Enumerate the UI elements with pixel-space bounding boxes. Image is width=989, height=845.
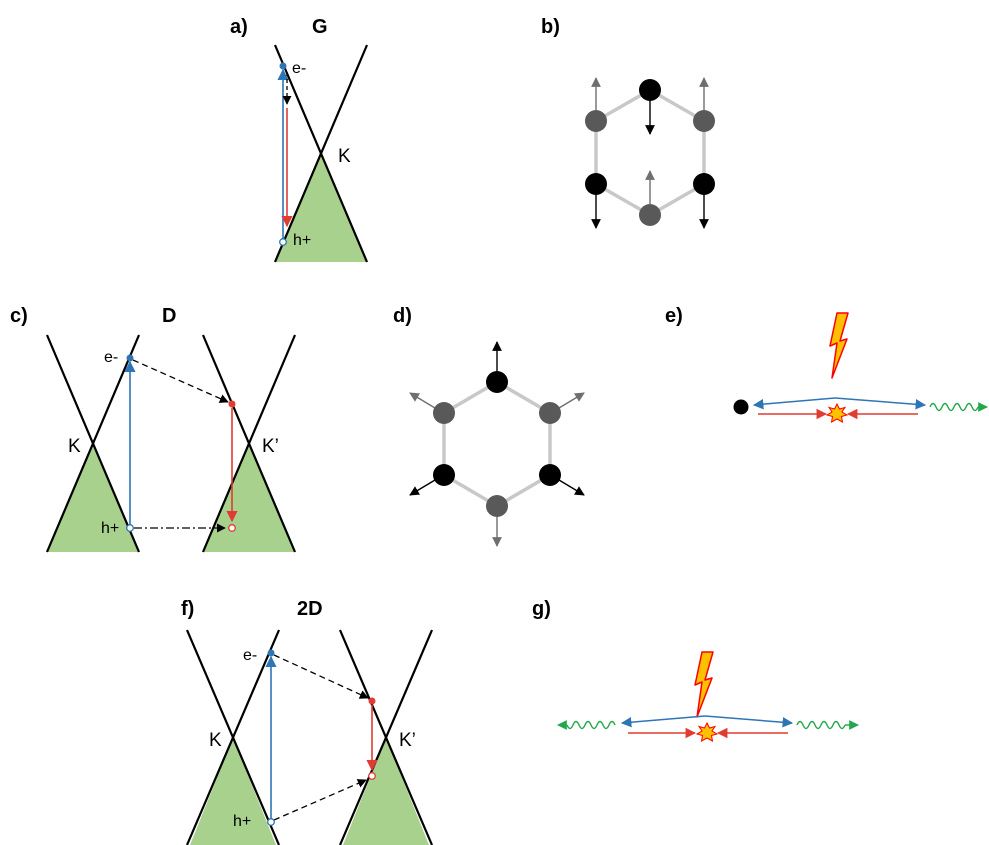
hole-dot — [279, 238, 287, 246]
panel-c: c) D K K’ e- h+ — [10, 305, 297, 553]
electron-label: e- — [243, 647, 257, 664]
phonon-wave-icon — [796, 720, 846, 730]
panel-c-label: c) — [10, 305, 28, 327]
carbon-atom — [693, 173, 715, 195]
phonon-wave-icon — [566, 720, 616, 730]
panel-a-label: a) — [230, 16, 248, 38]
k-point-label: K — [338, 146, 351, 167]
hole-label: h+ — [101, 520, 119, 537]
carbon-atom — [539, 402, 561, 424]
carbon-atom — [433, 402, 455, 424]
carbon-atom — [693, 110, 715, 132]
k-point-label: K’ — [262, 436, 279, 457]
panel-f-title: 2D — [297, 598, 323, 620]
carbon-atom — [585, 173, 607, 195]
carbon-atom — [486, 371, 508, 393]
electron-scatter-arrow — [704, 715, 794, 728]
lightning-bolt-icon — [694, 651, 714, 718]
panel-f: f) 2D K K’ e- h+ — [181, 598, 434, 845]
displacement-arrow — [558, 479, 585, 496]
panel-a: a) G K e- h+ — [230, 16, 369, 263]
electron-dot — [228, 400, 236, 408]
valence-cone — [47, 443, 139, 552]
burst-icon — [695, 721, 719, 742]
panel-b-label: b) — [541, 16, 560, 38]
phonon-wave-icon — [929, 402, 979, 412]
electron-scatter-arrow — [620, 715, 706, 728]
valence-cone — [275, 153, 367, 262]
carbon-atom — [486, 495, 508, 517]
panel-c-title: D — [162, 305, 176, 327]
electron-dot — [368, 697, 376, 705]
panel-d-label: d) — [393, 305, 412, 327]
panel-g-label: g) — [532, 598, 551, 620]
phonon-scatter-arrow — [132, 359, 229, 403]
carbon-atom — [539, 464, 561, 486]
panel-g: g) — [532, 598, 859, 742]
carbon-atom — [639, 79, 661, 101]
phonon-scatter-arrow — [273, 779, 367, 821]
k-point-label: K’ — [399, 730, 416, 751]
electron-label: e- — [104, 349, 118, 366]
defect-dot — [733, 399, 749, 415]
hole-label: h+ — [293, 232, 311, 249]
k-point-label: K — [68, 436, 81, 457]
displacement-arrow — [409, 479, 436, 496]
dirac-cone-line — [185, 629, 281, 845]
electron-scatter-arrow — [834, 397, 927, 410]
carbon-atom — [433, 464, 455, 486]
panel-e: e) — [665, 305, 988, 423]
hole-dot — [368, 772, 376, 780]
carbon-atom — [639, 204, 661, 226]
dirac-cone-line — [338, 629, 434, 845]
electron-scatter-arrow — [752, 397, 836, 410]
panel-a-title: G — [312, 16, 328, 38]
hole-label: h+ — [233, 813, 251, 830]
hole-dot — [267, 818, 275, 826]
panel-e-label: e) — [665, 305, 683, 327]
displacement-arrow — [558, 392, 585, 409]
valence-cone — [190, 738, 276, 845]
carbon-atom — [585, 110, 607, 132]
k-point-label: K — [209, 730, 222, 751]
burst-icon — [825, 402, 849, 423]
displacement-arrow — [409, 392, 436, 409]
electron-dot — [267, 649, 275, 657]
panel-b: b) — [541, 16, 715, 229]
panel-d: d) — [393, 305, 585, 547]
hexagon-bonds — [442, 379, 552, 509]
electron-dot — [279, 62, 287, 70]
valence-cone — [203, 443, 295, 552]
valence-cone — [343, 738, 429, 845]
phonon-scatter-arrow — [273, 654, 369, 699]
hole-dot — [126, 524, 134, 532]
dirac-cone-line — [201, 334, 297, 553]
lightning-bolt-icon — [829, 312, 849, 379]
panel-f-label: f) — [181, 598, 194, 620]
hole-dot — [228, 524, 236, 532]
dirac-cone-line — [45, 334, 141, 553]
electron-label: e- — [292, 60, 306, 77]
electron-dot — [126, 354, 134, 362]
